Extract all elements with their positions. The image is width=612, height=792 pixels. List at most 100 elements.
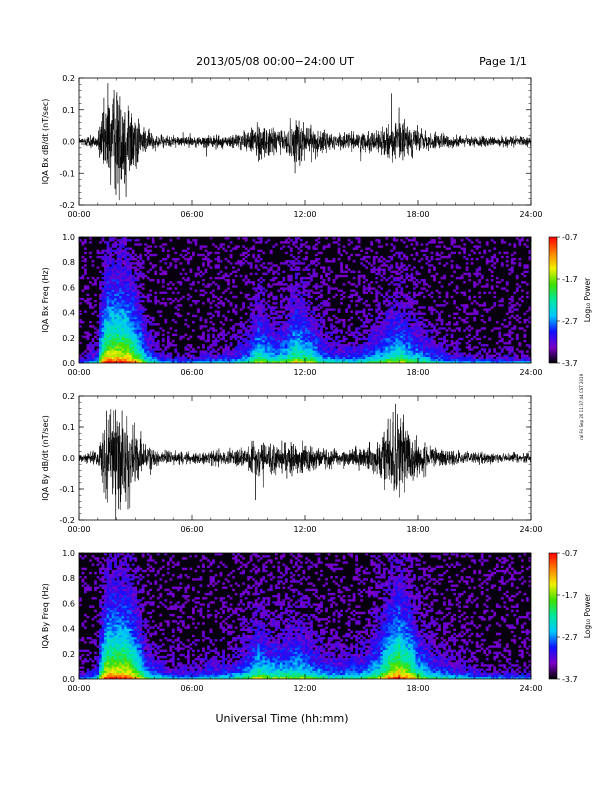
spectrogram-cell bbox=[345, 270, 348, 273]
spectrogram-cell bbox=[119, 287, 122, 290]
spectrogram-cell bbox=[440, 255, 444, 259]
spectrogram-cell bbox=[400, 262, 404, 265]
spectrogram-cell bbox=[367, 360, 371, 363]
spectrogram-cell bbox=[307, 268, 311, 271]
spectrogram-cell bbox=[395, 356, 399, 360]
spectrogram-cell bbox=[367, 308, 371, 311]
spectrogram-cell bbox=[377, 356, 381, 360]
spectrogram-cell bbox=[325, 352, 328, 355]
spectrogram-cell bbox=[463, 255, 467, 259]
spectrogram-cell bbox=[126, 344, 130, 347]
spectrogram-cell bbox=[365, 251, 369, 255]
spectrogram-cell bbox=[244, 358, 248, 362]
spectrogram-cell bbox=[367, 344, 371, 347]
spectrogram-cell bbox=[199, 245, 203, 248]
spectrogram-cell bbox=[435, 350, 439, 353]
spectrogram-cell bbox=[400, 339, 404, 343]
spectrogram-cell bbox=[136, 316, 140, 320]
spectrogram-cell bbox=[79, 310, 82, 313]
spectrogram-cell bbox=[247, 253, 251, 257]
spectrogram-cell bbox=[274, 335, 278, 339]
spectrogram-cell bbox=[224, 348, 228, 351]
spectrogram-cell bbox=[134, 310, 138, 313]
spectrogram-cell bbox=[154, 348, 158, 351]
spectrogram-cell bbox=[234, 270, 238, 273]
spectrogram-cell bbox=[345, 352, 348, 355]
spectrogram-cell bbox=[410, 239, 414, 242]
spectrogram-cell bbox=[305, 329, 308, 332]
spectrogram-cell bbox=[116, 281, 120, 284]
spectrogram-cell bbox=[272, 270, 276, 273]
spectrogram-cell bbox=[159, 352, 163, 355]
spectrogram-cell bbox=[297, 323, 301, 326]
spectrogram-cell bbox=[340, 270, 343, 273]
spectrogram-cell bbox=[423, 337, 426, 341]
spectrogram-cell bbox=[470, 348, 474, 351]
spectrogram-cell bbox=[99, 352, 102, 355]
spectrogram-cell bbox=[176, 360, 180, 363]
spectrogram-cell bbox=[299, 302, 303, 305]
spectrogram-cell bbox=[345, 310, 348, 313]
spectrogram-cell bbox=[370, 331, 374, 334]
spectrogram-cell bbox=[362, 335, 366, 339]
spectrogram-cell bbox=[445, 354, 449, 357]
spectrogram-cell bbox=[475, 333, 479, 336]
spectrogram-cell bbox=[94, 279, 97, 282]
spectrogram-cell bbox=[254, 327, 258, 330]
spectrogram-cell bbox=[129, 291, 133, 294]
spectrogram-cell bbox=[412, 291, 416, 294]
spectrogram-cell bbox=[101, 310, 105, 313]
spectrogram-cell bbox=[312, 346, 316, 349]
spectrogram-cell bbox=[86, 356, 90, 360]
spectrogram-cell bbox=[207, 312, 210, 315]
spectrogram-cell bbox=[387, 344, 391, 347]
spectrogram-cell bbox=[186, 247, 190, 250]
spectrogram-cell bbox=[382, 258, 386, 261]
spectrogram-cell bbox=[337, 239, 341, 242]
spectrogram-cell bbox=[400, 276, 404, 280]
spectrogram-cell bbox=[385, 312, 389, 315]
spectrogram-cell bbox=[412, 276, 416, 280]
spectrogram-cell bbox=[302, 291, 306, 294]
spectrogram-cell bbox=[382, 346, 386, 349]
spectrogram-cell bbox=[505, 358, 509, 362]
spectrogram-cell bbox=[312, 342, 316, 345]
spectrogram-cell bbox=[445, 302, 449, 305]
spectrogram-cell bbox=[209, 291, 213, 294]
spectrogram-cell bbox=[410, 337, 414, 341]
spectrogram-cell bbox=[199, 354, 203, 357]
spectrogram-cell bbox=[134, 333, 138, 336]
spectrogram-cell bbox=[279, 348, 283, 351]
spectrogram-cell bbox=[337, 243, 341, 246]
spectrogram-cell bbox=[400, 329, 404, 332]
spectrogram-cell bbox=[109, 346, 112, 349]
spectrogram-cell bbox=[297, 358, 301, 362]
spectrogram-cell bbox=[254, 350, 258, 353]
spectrogram-cell bbox=[294, 306, 298, 309]
spectrogram-cell bbox=[149, 262, 153, 265]
spectrogram-cell bbox=[362, 312, 366, 315]
spectrogram-cell bbox=[116, 251, 120, 255]
spectrogram-cell bbox=[438, 318, 441, 322]
spectrogram-cell bbox=[124, 260, 128, 263]
spectrogram-cell bbox=[114, 289, 117, 292]
spectrogram-cell bbox=[207, 297, 210, 301]
spectrogram-cell bbox=[264, 314, 268, 318]
spectrogram-cell bbox=[312, 318, 316, 322]
spectrogram-cell bbox=[189, 346, 193, 349]
spectrogram-cell bbox=[181, 276, 185, 280]
spectrogram-cell bbox=[465, 360, 469, 363]
spectrogram-cell bbox=[129, 274, 133, 278]
spectrogram-cell bbox=[202, 335, 205, 339]
spectrogram-cell bbox=[289, 310, 293, 313]
spectrogram-cell bbox=[254, 344, 258, 347]
spectrogram-cell bbox=[101, 327, 105, 330]
spectrogram-cell bbox=[284, 262, 288, 265]
spectrogram-cell bbox=[186, 354, 190, 357]
spectrogram-cell bbox=[352, 354, 356, 357]
spectrogram-cell bbox=[141, 350, 145, 353]
spectrogram-cell bbox=[377, 325, 381, 328]
spectrogram-cell bbox=[387, 318, 391, 322]
spectrogram-cell bbox=[423, 318, 426, 322]
spectrogram-cell bbox=[392, 339, 396, 343]
